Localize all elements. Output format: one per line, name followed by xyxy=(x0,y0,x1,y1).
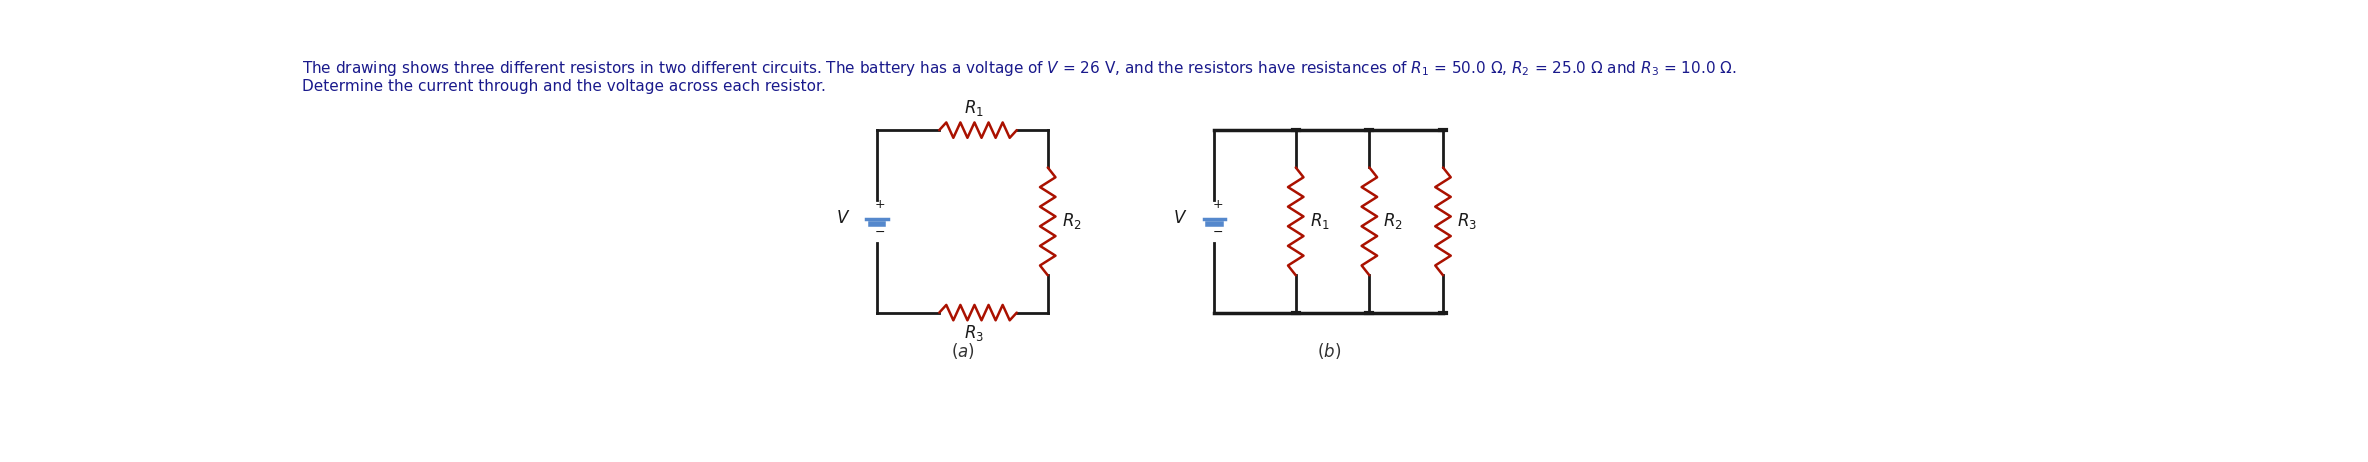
Text: $R_3$: $R_3$ xyxy=(1456,212,1478,231)
Text: $V$: $V$ xyxy=(1172,208,1186,226)
Text: $R_1$: $R_1$ xyxy=(964,98,985,118)
Text: $(b)$: $(b)$ xyxy=(1317,341,1340,361)
Text: −: − xyxy=(1212,225,1222,238)
Text: Determine the current through and the voltage across each resistor.: Determine the current through and the vo… xyxy=(303,79,826,93)
Text: +: + xyxy=(876,198,886,211)
Text: $R_2$: $R_2$ xyxy=(1383,212,1404,231)
Text: +: + xyxy=(1212,198,1222,211)
Text: $(a)$: $(a)$ xyxy=(950,341,973,361)
Text: The drawing shows three different resistors in two different circuits. The batte: The drawing shows three different resist… xyxy=(303,59,1736,78)
Text: −: − xyxy=(876,225,886,238)
Text: $R_2$: $R_2$ xyxy=(1061,212,1082,231)
Text: $R_1$: $R_1$ xyxy=(1310,212,1328,231)
Text: $R_3$: $R_3$ xyxy=(964,323,985,343)
Text: $V$: $V$ xyxy=(836,208,850,226)
